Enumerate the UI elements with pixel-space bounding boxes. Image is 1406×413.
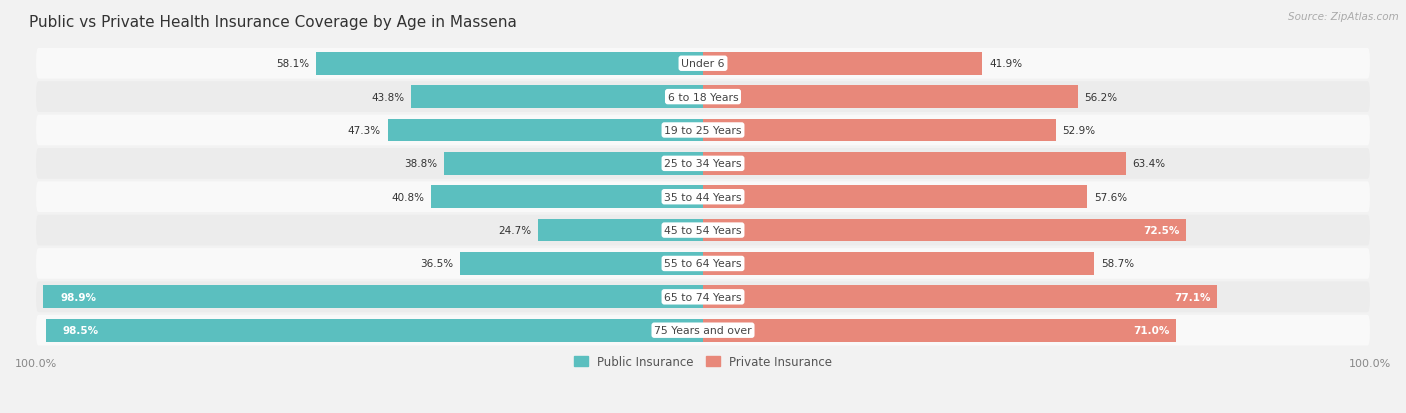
Bar (388, 119, 703, 142)
Text: 63.4%: 63.4% (1132, 159, 1166, 169)
Text: 98.9%: 98.9% (60, 292, 96, 302)
Bar (703, 153, 1126, 175)
Text: Source: ZipAtlas.com: Source: ZipAtlas.com (1288, 12, 1399, 22)
Text: 47.3%: 47.3% (347, 126, 381, 135)
Bar (444, 153, 703, 175)
Text: 45 to 54 Years: 45 to 54 Years (664, 225, 742, 235)
Text: Public vs Private Health Insurance Coverage by Age in Massena: Public vs Private Health Insurance Cover… (30, 15, 517, 30)
Text: 41.9%: 41.9% (988, 59, 1022, 69)
Text: 43.8%: 43.8% (371, 93, 405, 102)
Bar (703, 252, 1094, 275)
Text: 58.7%: 58.7% (1101, 259, 1135, 269)
Text: 77.1%: 77.1% (1174, 292, 1211, 302)
FancyBboxPatch shape (37, 282, 1369, 312)
FancyBboxPatch shape (37, 182, 1369, 213)
Bar (460, 252, 703, 275)
Bar (703, 319, 1177, 342)
FancyBboxPatch shape (37, 249, 1369, 279)
Bar (46, 319, 703, 342)
Text: Under 6: Under 6 (682, 59, 724, 69)
FancyBboxPatch shape (37, 315, 1369, 346)
Text: 56.2%: 56.2% (1084, 93, 1118, 102)
Text: 24.7%: 24.7% (499, 225, 531, 235)
FancyBboxPatch shape (37, 115, 1369, 146)
FancyBboxPatch shape (37, 49, 1369, 79)
Text: 40.8%: 40.8% (391, 192, 425, 202)
Text: 35 to 44 Years: 35 to 44 Years (664, 192, 742, 202)
Bar (430, 186, 703, 209)
Text: 72.5%: 72.5% (1143, 225, 1180, 235)
FancyBboxPatch shape (37, 215, 1369, 246)
Bar (703, 86, 1078, 109)
Text: 6 to 18 Years: 6 to 18 Years (668, 93, 738, 102)
Text: 75 Years and over: 75 Years and over (654, 325, 752, 335)
Text: 38.8%: 38.8% (405, 159, 437, 169)
FancyBboxPatch shape (37, 82, 1369, 113)
Bar (703, 186, 1087, 209)
Legend: Public Insurance, Private Insurance: Public Insurance, Private Insurance (569, 351, 837, 373)
Text: 58.1%: 58.1% (276, 59, 309, 69)
Text: 36.5%: 36.5% (420, 259, 453, 269)
Bar (411, 86, 703, 109)
Text: 65 to 74 Years: 65 to 74 Years (664, 292, 742, 302)
Bar (703, 219, 1187, 242)
Bar (703, 119, 1056, 142)
Bar (315, 53, 703, 76)
Text: 57.6%: 57.6% (1094, 192, 1128, 202)
Bar (44, 286, 703, 309)
Bar (703, 286, 1218, 309)
Text: 55 to 64 Years: 55 to 64 Years (664, 259, 742, 269)
Text: 71.0%: 71.0% (1133, 325, 1170, 335)
Bar (538, 219, 703, 242)
FancyBboxPatch shape (37, 149, 1369, 179)
Text: 19 to 25 Years: 19 to 25 Years (664, 126, 742, 135)
Text: 98.5%: 98.5% (63, 325, 98, 335)
Bar (703, 53, 983, 76)
Text: 52.9%: 52.9% (1063, 126, 1095, 135)
Text: 25 to 34 Years: 25 to 34 Years (664, 159, 742, 169)
